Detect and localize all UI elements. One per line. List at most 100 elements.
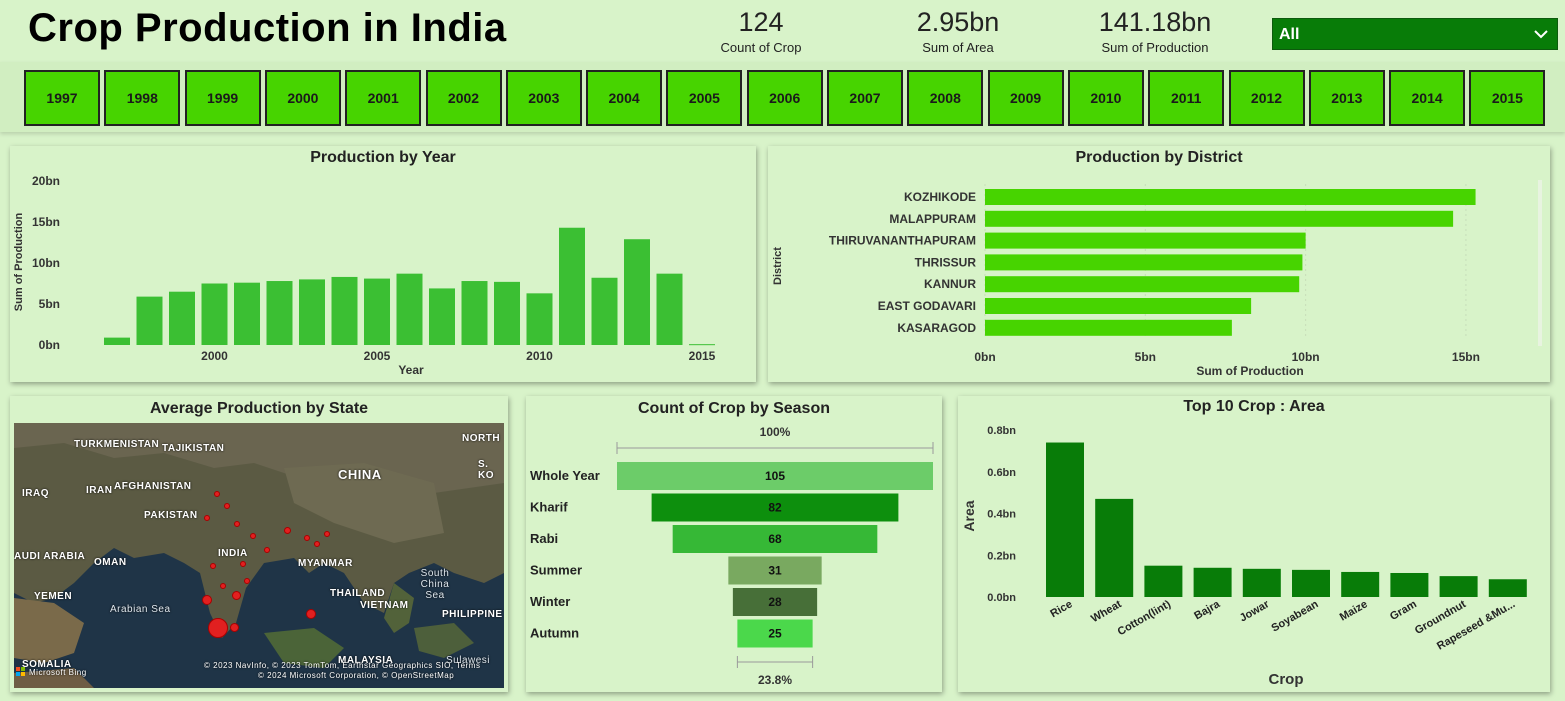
- district-label: KOZHIKODE: [904, 190, 976, 204]
- year-button-2009[interactable]: 2009: [987, 70, 1064, 126]
- year-button-2003[interactable]: 2003: [505, 70, 582, 126]
- year-bar: [689, 344, 715, 346]
- map-bubble[interactable]: [232, 591, 241, 600]
- funnel-bar: [732, 588, 818, 616]
- funnel-value-label: 105: [765, 469, 785, 483]
- year-button-2010[interactable]: 2010: [1067, 70, 1144, 126]
- year-bar: [591, 277, 618, 345]
- funnel-category-label: Whole Year: [530, 468, 600, 483]
- x-tick-label: 2010: [526, 349, 553, 363]
- year-bar: [494, 281, 520, 345]
- crop-bar: [1242, 568, 1281, 597]
- year-button-2013[interactable]: 2013: [1308, 70, 1385, 126]
- year-button-2005[interactable]: 2005: [666, 70, 743, 126]
- year-button-2012[interactable]: 2012: [1228, 70, 1305, 126]
- year-button-2004[interactable]: 2004: [586, 70, 663, 126]
- funnel-value-label: 25: [768, 627, 782, 641]
- y-axis-title: Sum of Production: [13, 213, 25, 312]
- crop-bar: [1292, 569, 1330, 597]
- kpi-count-of-crop: 124 Count of Crop: [712, 6, 810, 55]
- map-bubble[interactable]: [210, 563, 216, 569]
- state-filter-dropdown[interactable]: All: [1272, 18, 1558, 50]
- chart-title: Production by Year: [310, 149, 456, 166]
- kpi-value: 2.95bn: [916, 7, 1000, 37]
- state-map[interactable]: NORTH TURKMENISTAN TAJIKISTAN IRAQ IRAN …: [14, 423, 504, 688]
- x-axis-title: Crop: [1269, 671, 1304, 688]
- year-bar: [364, 278, 390, 345]
- crop-bar: [1390, 572, 1429, 597]
- production-by-district-chart: 0bn 5bn 10bn 15bn KOZHIKODE MALAPPURAM THIRUVA…: [772, 180, 1542, 378]
- map-bubble[interactable]: [208, 618, 228, 638]
- y-tick-label: 0bn: [39, 338, 60, 352]
- district-bar: [985, 276, 1300, 293]
- map-label: OMAN: [94, 557, 127, 568]
- map-label: IRAN: [86, 485, 113, 496]
- map-bubble[interactable]: [284, 527, 291, 534]
- map-label: VIETNAM: [360, 600, 409, 611]
- map-bubble[interactable]: [324, 531, 330, 537]
- map-bubble[interactable]: [220, 583, 226, 589]
- y-tick-label: 0.2bn: [987, 550, 1016, 562]
- year-button-2002[interactable]: 2002: [425, 70, 502, 126]
- year-button-2008[interactable]: 2008: [907, 70, 984, 126]
- map-bubble[interactable]: [250, 533, 256, 539]
- year-button-2015[interactable]: 2015: [1469, 70, 1546, 126]
- crop-label: Jowar: [1238, 598, 1272, 625]
- map-bubble[interactable]: [264, 547, 270, 553]
- map-label: INDIA: [218, 548, 248, 559]
- year-button-1999[interactable]: 1999: [184, 70, 261, 126]
- map-label: Sulawesi: [446, 655, 491, 666]
- year-button-2000[interactable]: 2000: [264, 70, 341, 126]
- year-button-2007[interactable]: 2007: [827, 70, 903, 126]
- crop-bar: [1144, 565, 1183, 597]
- crop-label: Rice: [1048, 598, 1074, 620]
- funnel-bar: [728, 556, 822, 585]
- year-button-2011[interactable]: 2011: [1148, 70, 1225, 126]
- map-bubble[interactable]: [204, 515, 210, 521]
- map-label: South China Sea: [420, 568, 450, 601]
- crop-label: Wheat: [1089, 598, 1124, 625]
- year-button-2006[interactable]: 2006: [746, 70, 823, 126]
- funnel-bar: [737, 619, 813, 648]
- year-bar: [429, 288, 455, 345]
- funnel-bar: [617, 462, 933, 490]
- x-tick-label: 2015: [689, 349, 716, 363]
- year-button-2001[interactable]: 2001: [345, 70, 422, 126]
- map-bubble[interactable]: [202, 595, 212, 605]
- year-button-2014[interactable]: 2014: [1389, 70, 1466, 126]
- map-label: IRAQ: [22, 488, 49, 499]
- funnel-category-label: Summer: [530, 563, 582, 578]
- funnel-value-label: 28: [768, 595, 782, 609]
- map-bubble[interactable]: [306, 609, 316, 619]
- funnel-top-percent: 100%: [760, 425, 791, 439]
- year-bar: [169, 291, 195, 345]
- map-label: MYANMAR: [298, 558, 353, 569]
- funnel-category-label: Winter: [530, 594, 570, 609]
- year-button-1998[interactable]: 1998: [104, 70, 181, 126]
- district-bar: [985, 254, 1303, 271]
- map-bubble[interactable]: [230, 623, 239, 632]
- map-bubble[interactable]: [244, 578, 250, 584]
- map-attribution: © 2023 NavInfo, © 2023 TomTom, Earthstar…: [204, 661, 481, 670]
- district-bar: [985, 319, 1232, 336]
- map-bubble[interactable]: [240, 561, 246, 567]
- funnel-category-label: Autumn: [530, 626, 579, 641]
- year-button-1997[interactable]: 1997: [24, 70, 100, 126]
- map-bubble[interactable]: [224, 503, 230, 509]
- funnel-category-label: Rabi: [530, 531, 558, 546]
- map-label: THAILAND: [330, 588, 386, 599]
- year-bar: [136, 296, 163, 345]
- y-axis-title: District: [772, 247, 784, 285]
- chart-title: Average Production by State: [149, 400, 369, 417]
- map-bubble[interactable]: [214, 491, 220, 497]
- map-bubble[interactable]: [314, 541, 320, 547]
- map-bubble[interactable]: [234, 521, 240, 527]
- year-bar: [104, 337, 130, 345]
- year-bar: [559, 227, 585, 345]
- map-bubble[interactable]: [304, 535, 310, 541]
- district-label: THIRUVANANTHAPURAM: [829, 234, 976, 248]
- production-by-district-card: Production by District 0bn 5bn 10bn 15bn KOZ…: [768, 146, 1550, 382]
- chart-title: Production by District: [1075, 149, 1243, 166]
- map-label: PHILIPPINE: [442, 609, 503, 620]
- chevron-down-icon[interactable]: [1533, 20, 1549, 61]
